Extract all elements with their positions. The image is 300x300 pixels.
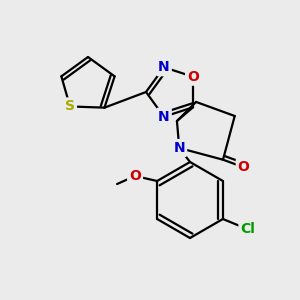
Text: N: N (158, 110, 170, 124)
Text: O: O (238, 160, 250, 174)
Text: O: O (187, 70, 199, 84)
Text: N: N (173, 141, 185, 155)
Text: N: N (158, 60, 170, 74)
Text: O: O (129, 169, 141, 183)
Text: S: S (65, 99, 75, 113)
Text: Cl: Cl (241, 222, 255, 236)
